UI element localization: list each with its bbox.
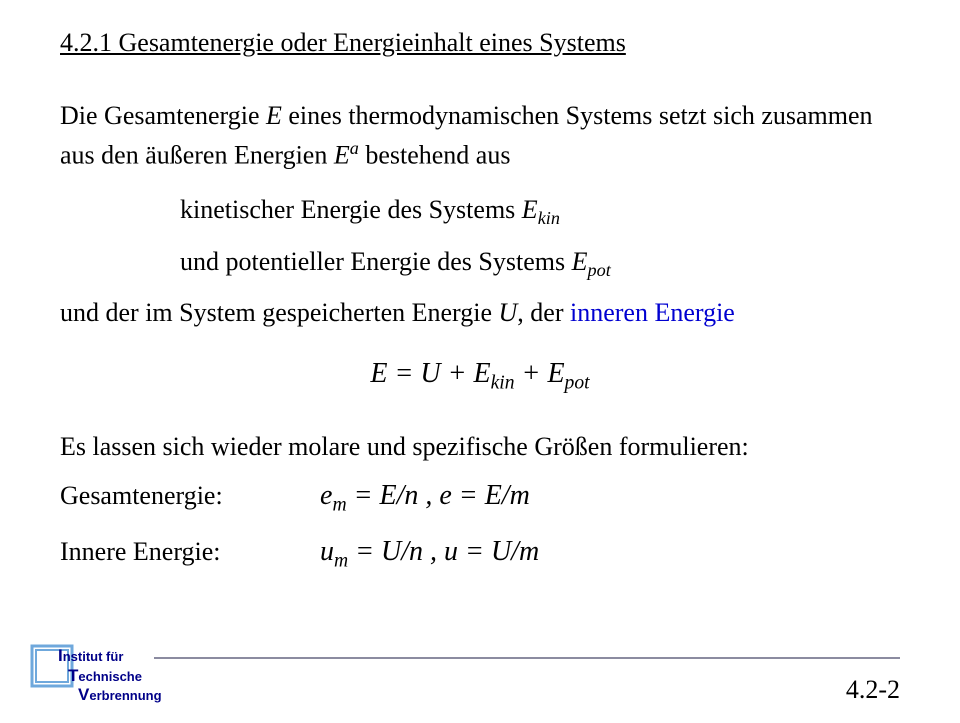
- eq-sub-pot: pot: [565, 373, 590, 394]
- eq-sub-kin: kin: [491, 373, 515, 394]
- equation-total-energy: E = U + Ekin + Epot: [60, 358, 900, 395]
- var-E: E: [522, 195, 538, 224]
- label-innere-energie: Innere Energie:: [60, 537, 320, 567]
- eq-rest: = E/n , e = E/m: [347, 480, 530, 511]
- term-inner-energy: inneren Energie: [570, 298, 735, 327]
- var: u: [320, 536, 334, 567]
- institute-logo: Institut für Technische Verbrennung: [30, 644, 162, 705]
- paragraph-molar: Es lassen sich wieder molare und spezifi…: [60, 427, 900, 466]
- text: und potentieller Energie des Systems: [180, 247, 572, 276]
- bullet-kinetic: kinetischer Energie des Systems Ekin: [180, 189, 900, 233]
- logo-cap: V: [78, 685, 89, 704]
- var-U: U: [499, 298, 518, 327]
- text: , der: [517, 298, 570, 327]
- var-E: E: [266, 101, 282, 130]
- text: bestehend aus: [359, 141, 511, 170]
- eq-part: E = U + E: [370, 358, 490, 389]
- logo-rest: nstitut für: [63, 649, 124, 664]
- paragraph-inner-energy: und der im System gespeicherten Energie …: [60, 293, 900, 332]
- sub-m: m: [332, 494, 346, 515]
- sub-m: m: [334, 551, 348, 572]
- sub-kin: kin: [538, 208, 560, 228]
- var: e: [320, 480, 332, 511]
- logo-rest: echnische: [78, 669, 142, 684]
- label-gesamtenergie: Gesamtenergie:: [60, 481, 320, 511]
- eq-rest: = U/n , u = U/m: [348, 536, 539, 567]
- formula-innere-energie: um = U/n , u = U/m: [320, 536, 539, 573]
- logo-line-1: Institut für: [58, 646, 162, 666]
- logo-line-3: Verbrennung: [78, 685, 162, 705]
- formula-gesamtenergie: em = E/n , e = E/m: [320, 480, 530, 517]
- section-heading: 4.2.1 Gesamtenergie oder Energieinhalt e…: [60, 28, 900, 58]
- row-gesamtenergie: Gesamtenergie: em = E/n , e = E/m: [60, 480, 900, 517]
- eq-part: + E: [515, 358, 565, 389]
- logo-cap: T: [68, 666, 78, 685]
- sub-pot: pot: [588, 260, 611, 280]
- logo-line-2: Technische: [68, 666, 162, 686]
- var-E: E: [572, 247, 588, 276]
- text: Die Gesamtenergie: [60, 101, 266, 130]
- bullet-potential: und potentieller Energie des Systems Epo…: [180, 241, 900, 285]
- logo-rest: erbrennung: [89, 688, 161, 703]
- text: kinetischer Energie des Systems: [180, 195, 522, 224]
- paragraph-intro: Die Gesamtenergie E eines thermodynamisc…: [60, 96, 900, 175]
- row-innere-energie: Innere Energie: um = U/n , u = U/m: [60, 536, 900, 573]
- text: und der im System gespeicherten Energie: [60, 298, 499, 327]
- var-Ea-E: E: [334, 141, 350, 170]
- page-number: 4.2-2: [846, 675, 900, 705]
- var-Ea-sup: a: [350, 138, 359, 158]
